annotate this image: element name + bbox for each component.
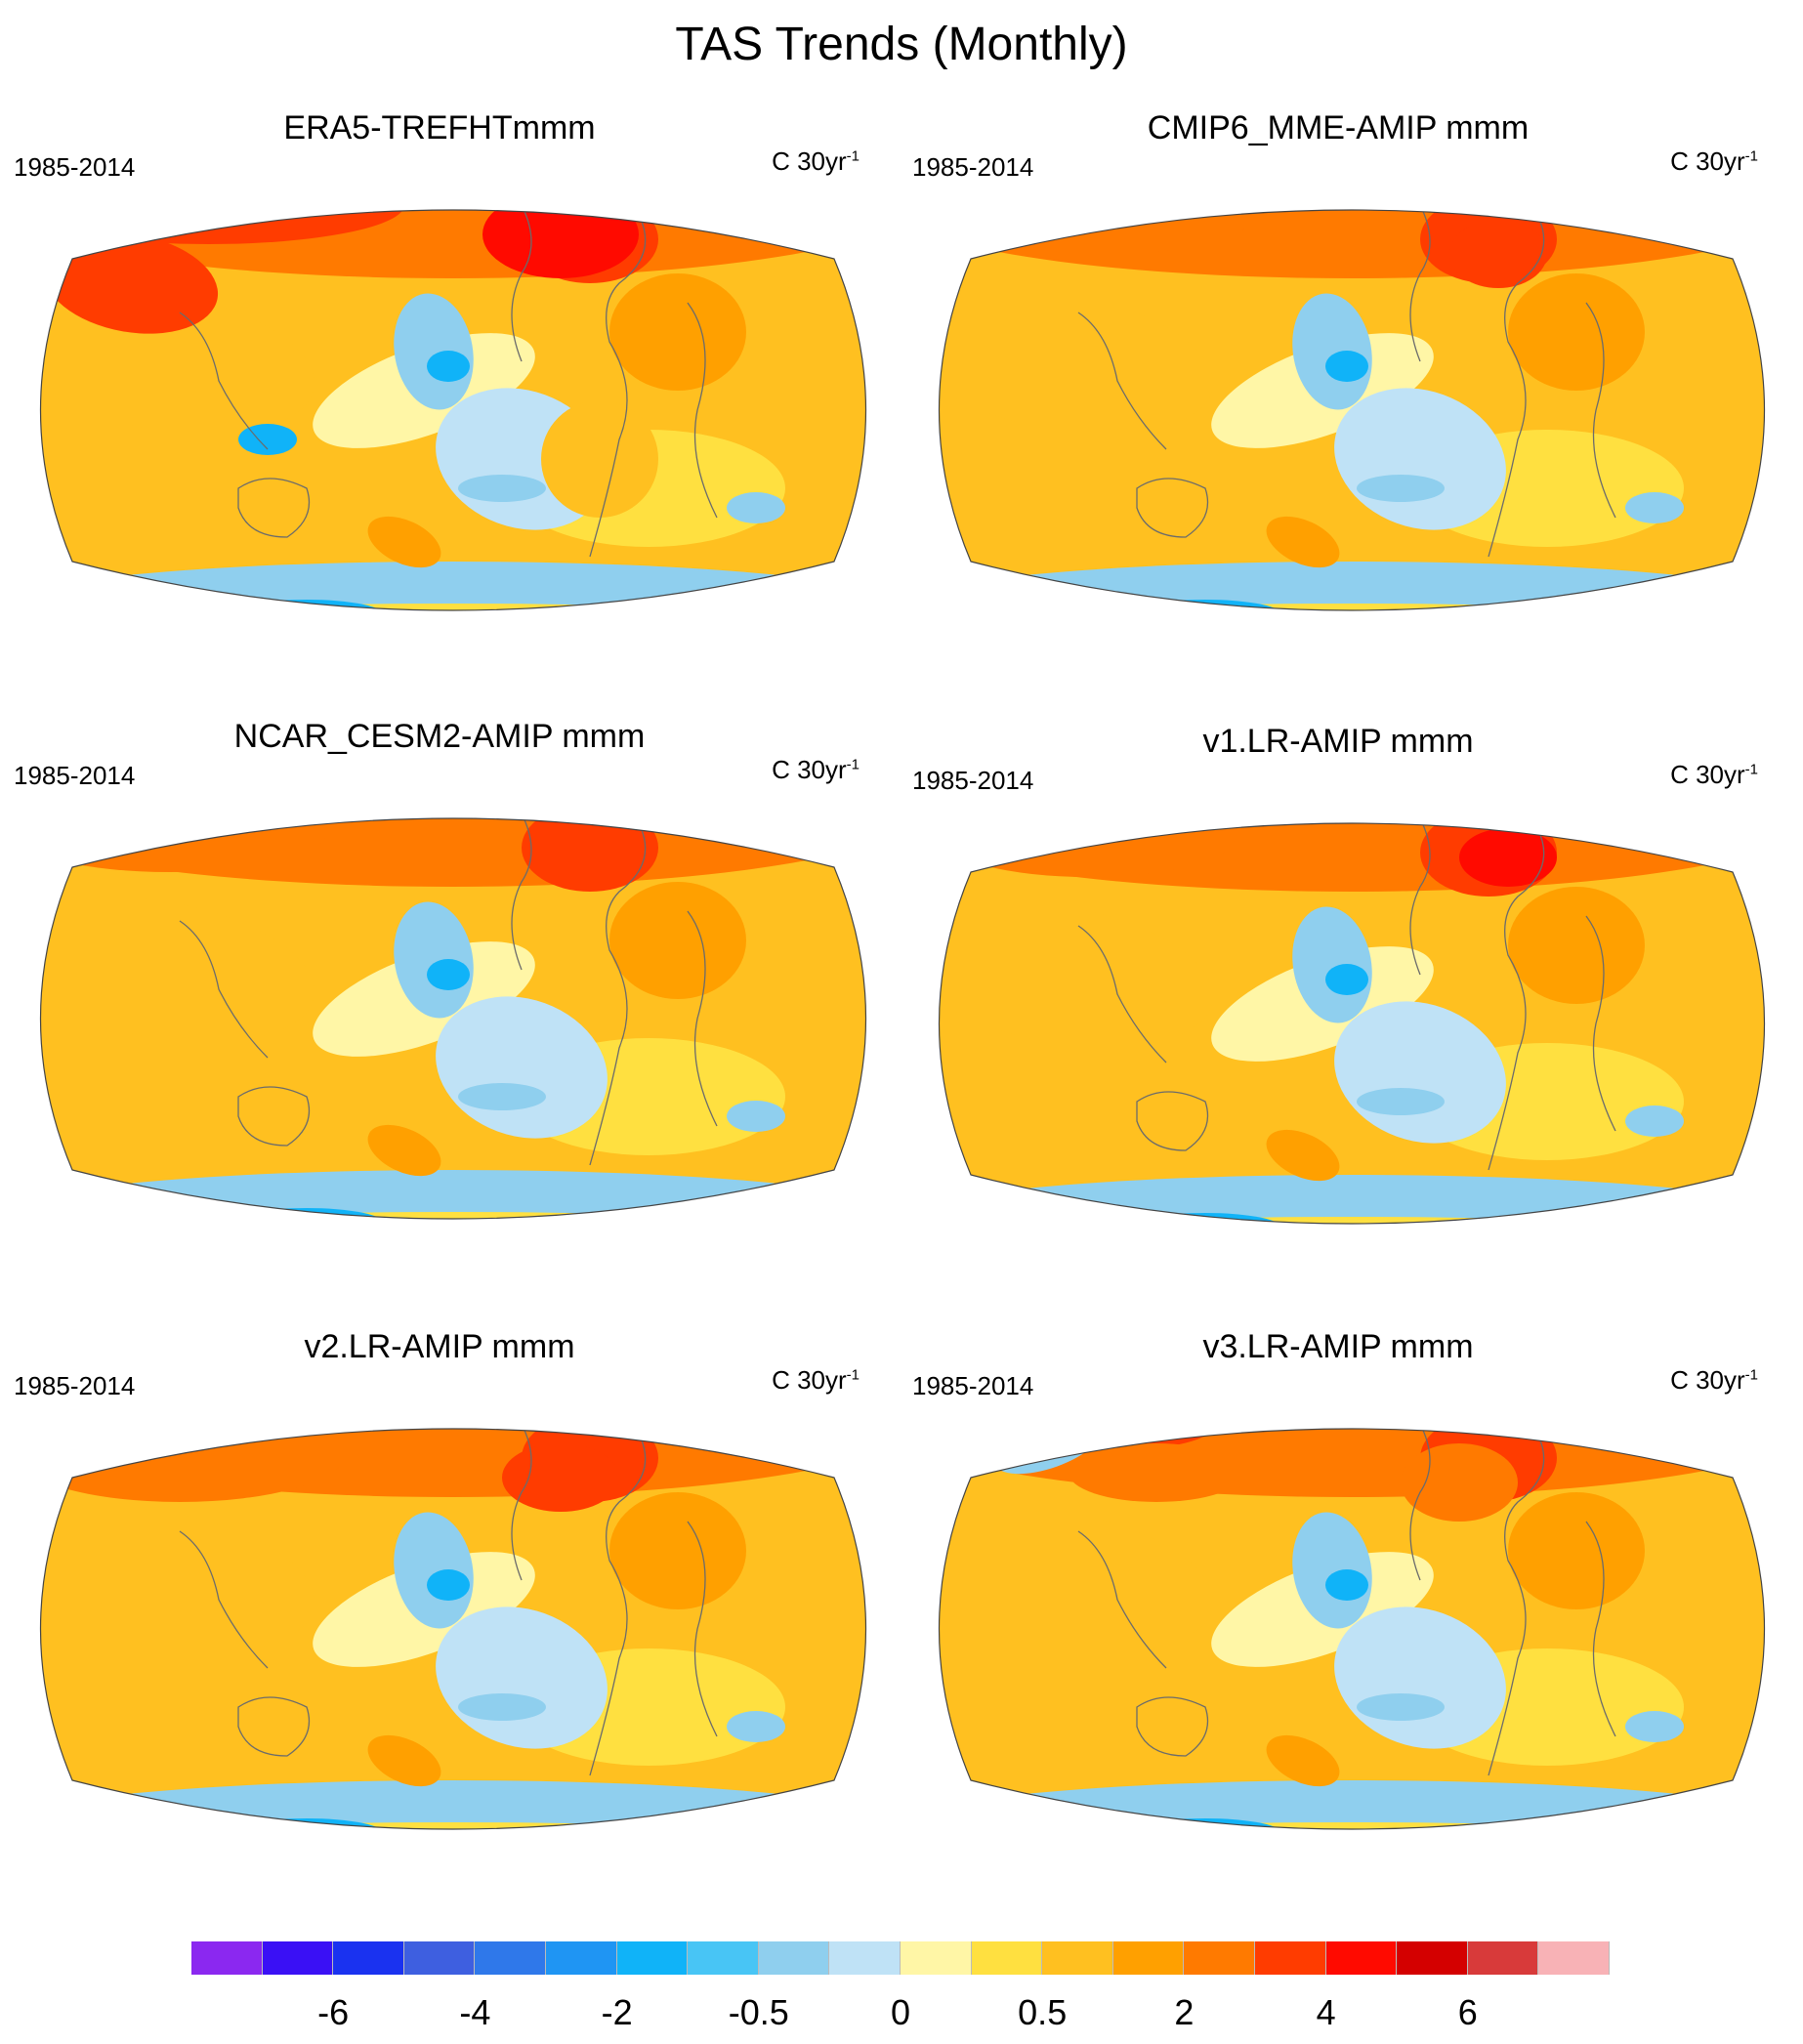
- units-label: C 30yr-1: [1670, 1365, 1758, 1395]
- panel-title: CMIP6_MME-AMIP mmm: [1147, 109, 1530, 146]
- panel-title: v1.LR-AMIP mmm: [1202, 723, 1474, 760]
- period-label: 1985-2014: [912, 766, 1034, 795]
- colorbar-tick-label: 4: [1316, 1992, 1336, 2032]
- colorbar-tick-label: 6: [1457, 1992, 1478, 2032]
- colorbar-swatch: [971, 1941, 1043, 1975]
- period-label: 1985-2014: [14, 1371, 136, 1400]
- panel-title: NCAR_CESM2-AMIP mmm: [233, 718, 646, 755]
- colorbar-swatch: [901, 1941, 972, 1975]
- trend-map: [39, 209, 867, 611]
- colorbar-swatch: [1112, 1941, 1185, 1975]
- units-label: C 30yr-1: [1670, 760, 1758, 789]
- map-panel-ncar-cesm2: NCAR_CESM2-AMIP mmm 1985-2014 C 30yr-1: [0, 718, 879, 1265]
- colorbar-swatch: [1255, 1941, 1326, 1975]
- map-panel-v1-lr: v1.LR-AMIP mmm 1985-2014 C 30yr-1: [899, 723, 1778, 1270]
- colorbar-swatch: [616, 1941, 689, 1975]
- trend-map: [938, 822, 1766, 1225]
- units-label: C 30yr-1: [1670, 146, 1758, 176]
- colorbar-swatch: [403, 1941, 476, 1975]
- period-label: 1985-2014: [14, 761, 136, 790]
- colorbar-tick-label: -6: [317, 1992, 350, 2032]
- units-label: C 30yr-1: [772, 755, 860, 784]
- colorbar-swatch: [1042, 1941, 1113, 1975]
- figure-title: TAS Trends (Monthly): [675, 19, 1128, 70]
- colorbar-swatch: [1397, 1941, 1468, 1975]
- colorbar: [191, 1941, 1610, 1975]
- panel-title: v3.LR-AMIP mmm: [1202, 1328, 1474, 1365]
- period-label: 1985-2014: [912, 152, 1034, 182]
- colorbar-swatch: [1467, 1941, 1539, 1975]
- colorbar-swatch: [1538, 1941, 1610, 1975]
- colorbar-swatch: [333, 1941, 404, 1975]
- map-panel-cmip6-mme: CMIP6_MME-AMIP mmm 1985-2014 C 30yr-1: [899, 109, 1778, 656]
- period-label: 1985-2014: [912, 1371, 1034, 1400]
- colorbar-swatch: [688, 1941, 759, 1975]
- colorbar-swatch: [829, 1941, 901, 1975]
- panel-title: ERA5-TREFHTmmm: [283, 109, 596, 146]
- colorbar-tick-label: -4: [459, 1992, 491, 2032]
- colorbar-tick-label: 0: [890, 1992, 911, 2032]
- colorbar-tick-label: 2: [1174, 1992, 1195, 2032]
- map-panel-era5: ERA5-TREFHTmmm 1985-2014 C 30yr-1: [0, 109, 879, 656]
- colorbar-swatch: [546, 1941, 617, 1975]
- colorbar-tick-label: -2: [601, 1992, 633, 2032]
- trend-map: [938, 1428, 1766, 1830]
- trend-map: [39, 1428, 867, 1830]
- map-panel-v2-lr: v2.LR-AMIP mmm 1985-2014 C 30yr-1: [0, 1328, 879, 1875]
- trend-map: [39, 817, 867, 1220]
- colorbar-tick-label: 0.5: [1018, 1992, 1068, 2032]
- colorbar-tick-label: -0.5: [728, 1992, 789, 2032]
- units-label: C 30yr-1: [772, 146, 860, 176]
- colorbar-swatch: [475, 1941, 546, 1975]
- colorbar-swatch: [758, 1941, 830, 1975]
- period-label: 1985-2014: [14, 152, 136, 182]
- colorbar-swatch: [1325, 1941, 1398, 1975]
- trend-map: [938, 209, 1766, 611]
- colorbar-swatch: [262, 1941, 334, 1975]
- map-panel-v3-lr: v3.LR-AMIP mmm 1985-2014 C 30yr-1: [899, 1328, 1778, 1875]
- colorbar-swatch: [191, 1941, 263, 1975]
- panel-title: v2.LR-AMIP mmm: [304, 1328, 575, 1365]
- units-label: C 30yr-1: [772, 1365, 860, 1395]
- colorbar-swatch: [1184, 1941, 1255, 1975]
